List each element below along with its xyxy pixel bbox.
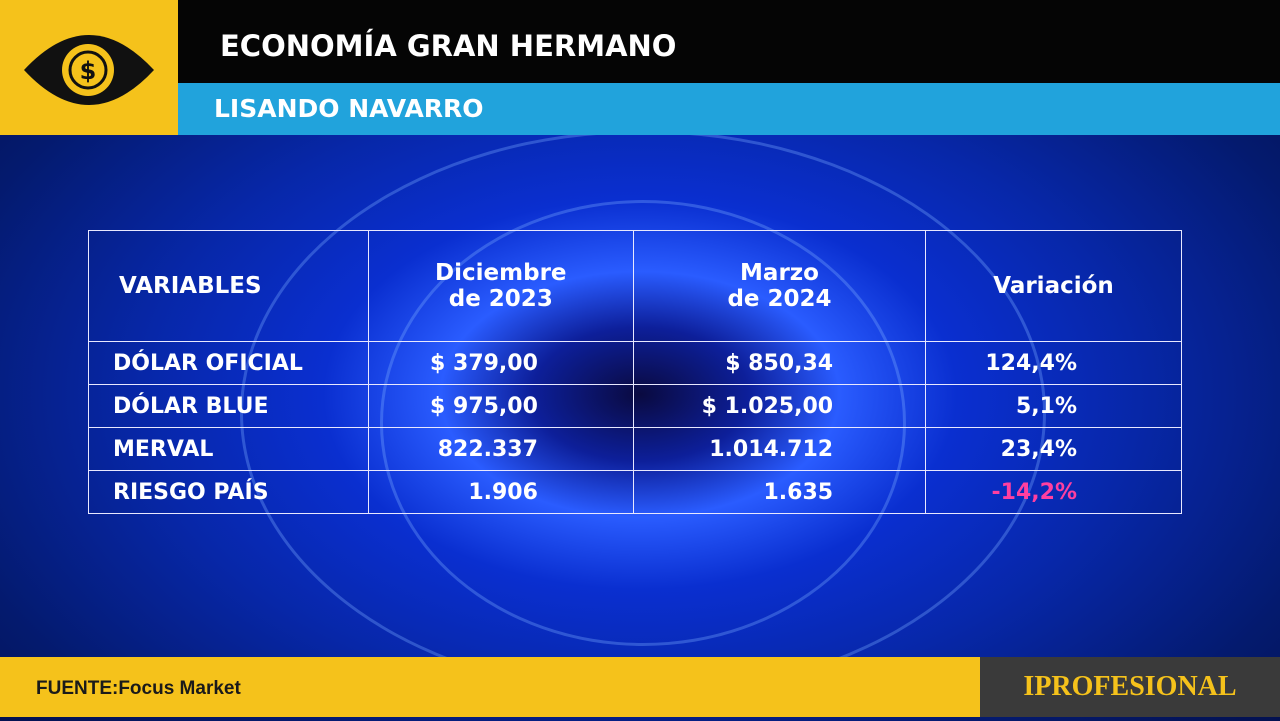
header-line: Diciembre xyxy=(435,260,567,286)
eye-icon: $ xyxy=(24,35,154,105)
table-cell: 822.337 xyxy=(367,427,634,471)
data-table: VARIABLES Diciembre de 2023 Marzo de 2024 Var… xyxy=(88,230,1182,514)
table-cell: 23,4% xyxy=(925,427,1182,471)
header-line: VARIABLES xyxy=(119,273,262,299)
table-cell: 1.014.712 xyxy=(632,427,927,471)
table-row: DÓLAR OFICIAL $ 379,00 $ 850,34 124,4% xyxy=(88,341,1182,385)
table-cell: RIESGO PAÍS xyxy=(88,470,369,514)
column-header: Diciembre de 2023 xyxy=(367,230,634,342)
table-cell: 1.906 xyxy=(367,470,634,514)
brand: IPROFESIONAL xyxy=(980,657,1280,717)
logo: $ xyxy=(0,0,178,135)
table-cell: -14,2% xyxy=(925,470,1182,514)
table-cell: MERVAL xyxy=(88,427,369,471)
header-line: de 2023 xyxy=(448,286,553,312)
table-cell: DÓLAR BLUE xyxy=(88,384,369,428)
table-row: RIESGO PAÍS 1.906 1.635 -14,2% xyxy=(88,470,1182,514)
table-row: DÓLAR BLUE $ 975,00 $ 1.025,00 5,1% xyxy=(88,384,1182,428)
header-line: Variación xyxy=(993,273,1114,299)
column-header: Marzo de 2024 xyxy=(632,230,927,342)
table-cell: $ 1.025,00 xyxy=(632,384,927,428)
header-line: Marzo xyxy=(740,260,819,286)
header-line: de 2024 xyxy=(727,286,832,312)
table-cell: 5,1% xyxy=(925,384,1182,428)
subtitle: LISANDO NAVARRO xyxy=(178,83,1280,135)
title: ECONOMÍA GRAN HERMANO xyxy=(178,0,1280,83)
table-cell: $ 379,00 xyxy=(367,341,634,385)
table-row: MERVAL 822.337 1.014.712 23,4% xyxy=(88,427,1182,471)
column-header: VARIABLES xyxy=(88,230,369,342)
source: FUENTE:Focus Market xyxy=(0,657,980,717)
svg-text:$: $ xyxy=(80,57,97,85)
table-cell: 124,4% xyxy=(925,341,1182,385)
table-cell: $ 975,00 xyxy=(367,384,634,428)
table-cell: DÓLAR OFICIAL xyxy=(88,341,369,385)
table-cell: 1.635 xyxy=(632,470,927,514)
table-cell: $ 850,34 xyxy=(632,341,927,385)
column-header: Variación xyxy=(925,230,1182,342)
